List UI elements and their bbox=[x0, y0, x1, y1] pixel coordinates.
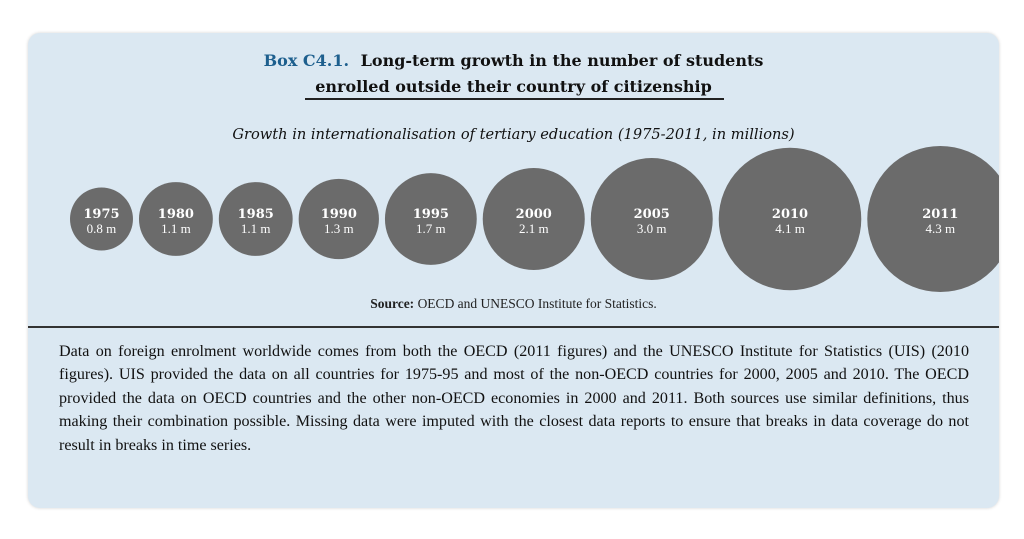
bubble-value-label: 1.7 m bbox=[416, 221, 446, 236]
section-divider bbox=[28, 326, 999, 328]
bubble-circle bbox=[867, 146, 999, 292]
source-line: Source: OECD and UNESCO Institute for St… bbox=[28, 296, 999, 312]
title-line-2: enrolled outside their country of citize… bbox=[315, 77, 712, 96]
box-label: Box C4.1. bbox=[263, 51, 350, 70]
bubble-value-label: 2.1 m bbox=[519, 221, 549, 236]
bubble-year-label: 1985 bbox=[238, 207, 274, 222]
bubble-value-label: 1.1 m bbox=[161, 221, 191, 236]
box-title-line-2: enrolled outside their country of citize… bbox=[28, 77, 999, 96]
bubble-circle bbox=[298, 178, 379, 260]
bubble-circle bbox=[482, 167, 585, 271]
source-label: Source: bbox=[370, 296, 415, 311]
bubble-value-label: 4.3 m bbox=[925, 221, 955, 236]
bubble-year-label: 1990 bbox=[321, 207, 357, 222]
bubble-circle bbox=[384, 173, 477, 265]
bubble-value-label: 1.3 m bbox=[324, 221, 354, 236]
bubble-year-label: 2005 bbox=[634, 207, 670, 222]
bubble-value-label: 4.1 m bbox=[775, 221, 805, 236]
title-underline bbox=[305, 98, 724, 100]
bubble-year-label: 1995 bbox=[413, 207, 449, 222]
bubble-value-label: 3.0 m bbox=[637, 221, 667, 236]
bubble-circle bbox=[590, 158, 713, 280]
title-line-1: Long-term growth in the number of studen… bbox=[360, 51, 764, 70]
bubble-circle bbox=[70, 187, 133, 251]
bubble-circle bbox=[718, 147, 862, 291]
bubble-circle bbox=[218, 182, 293, 256]
bubble-year-label: 2000 bbox=[516, 207, 552, 222]
bubble-value-label: 1.1 m bbox=[241, 221, 271, 236]
bubble-year-label: 1980 bbox=[158, 207, 194, 222]
bubble-value-label: 0.8 m bbox=[87, 221, 117, 236]
chart-title: Growth in internationalisation of tertia… bbox=[232, 126, 795, 143]
bubble-year-label: 2010 bbox=[772, 207, 808, 222]
box-title: Box C4.1. Long-term growth in the number… bbox=[28, 51, 999, 70]
bubble-year-label: 2011 bbox=[922, 207, 958, 222]
source-text: OECD and UNESCO Institute for Statistics… bbox=[417, 296, 657, 311]
box-panel: Box C4.1. Long-term growth in the number… bbox=[28, 33, 999, 508]
methodology-note: Data on foreign enrolment worldwide come… bbox=[59, 343, 969, 454]
bubble-circle bbox=[138, 182, 213, 256]
bubble-year-label: 1975 bbox=[83, 207, 119, 222]
